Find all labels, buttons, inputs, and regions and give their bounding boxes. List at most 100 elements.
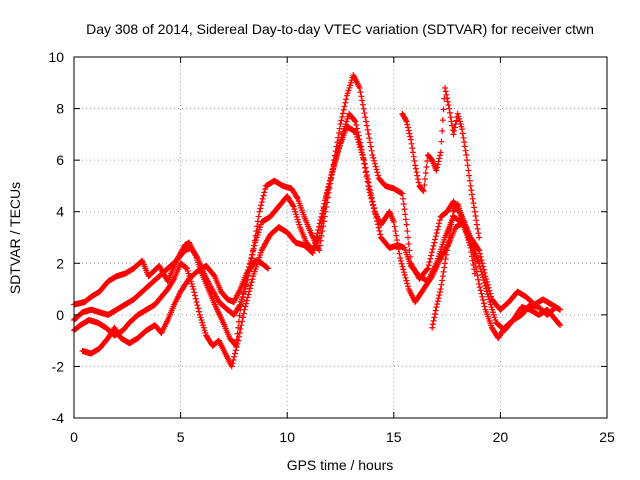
data-point-marker <box>366 183 373 190</box>
data-point-marker <box>329 169 336 176</box>
data-point-marker <box>480 297 487 304</box>
data-point-marker <box>412 165 419 172</box>
data-point-marker <box>250 245 257 252</box>
data-point-marker <box>460 134 467 141</box>
data-point-marker <box>314 230 321 237</box>
data-point-marker <box>407 136 414 143</box>
data-point-marker <box>371 204 378 211</box>
data-point-marker <box>233 344 240 351</box>
data-point-marker <box>242 303 249 310</box>
data-point-marker <box>322 194 329 201</box>
data-point-marker <box>434 226 441 233</box>
data-point-marker <box>228 363 235 370</box>
data-point-marker <box>478 268 485 275</box>
data-point-marker <box>435 295 442 302</box>
data-point-marker <box>444 95 451 102</box>
data-point-marker <box>430 242 437 249</box>
data-point-marker <box>397 257 404 264</box>
series-track-f <box>429 200 478 331</box>
data-point-marker <box>451 124 458 131</box>
data-point-marker <box>357 89 364 96</box>
data-point-marker <box>461 139 468 146</box>
data-point-marker <box>409 145 416 152</box>
data-point-marker <box>475 230 482 237</box>
data-point-marker <box>414 172 421 179</box>
data-point-marker <box>334 139 341 146</box>
data-point-marker <box>320 204 327 211</box>
data-point-marker <box>294 194 301 201</box>
data-point-marker <box>244 294 251 301</box>
data-point-marker <box>190 286 197 293</box>
data-point-marker <box>406 130 413 137</box>
data-point-marker <box>467 244 474 251</box>
data-point-marker <box>486 287 493 294</box>
x-tick-label: 20 <box>493 429 509 445</box>
data-point-marker <box>451 127 458 134</box>
data-point-marker <box>363 122 370 129</box>
data-point-marker <box>353 122 360 129</box>
data-point-marker <box>448 221 455 228</box>
data-point-marker <box>247 282 254 289</box>
data-point-marker <box>259 195 266 202</box>
data-point-marker <box>443 251 450 258</box>
data-point-marker <box>254 223 261 230</box>
data-point-marker <box>483 288 490 295</box>
data-point-marker <box>403 118 410 125</box>
data-point-marker <box>364 126 371 133</box>
data-point-marker <box>404 280 411 287</box>
data-point-marker <box>370 201 377 208</box>
data-point-marker <box>251 242 258 249</box>
data-point-marker <box>465 167 472 174</box>
data-point-marker <box>318 213 325 220</box>
data-point-marker <box>463 157 470 164</box>
grid-lines <box>74 57 607 418</box>
data-point-marker <box>365 131 372 138</box>
data-point-marker <box>368 194 375 201</box>
data-point-marker <box>479 271 486 278</box>
data-point-marker <box>404 228 411 235</box>
data-point-marker <box>239 318 246 325</box>
data-point-marker <box>400 266 407 273</box>
data-point-marker <box>399 263 406 270</box>
data-point-marker <box>466 172 473 179</box>
data-point-marker <box>257 205 264 212</box>
data-point-marker <box>405 240 412 247</box>
data-point-marker <box>319 210 326 217</box>
data-point-marker <box>249 251 256 258</box>
data-point-marker <box>356 84 363 91</box>
data-point-marker <box>393 232 400 239</box>
data-point-marker <box>433 167 440 174</box>
data-point-marker <box>363 168 370 175</box>
data-point-marker <box>260 192 267 199</box>
data-point-marker <box>432 233 439 240</box>
data-point-marker <box>342 99 349 106</box>
data-point-marker <box>369 198 376 205</box>
data-point-marker <box>468 187 475 194</box>
data-point-marker <box>485 284 492 291</box>
data-point-marker <box>422 176 429 183</box>
data-point-marker <box>249 276 256 283</box>
data-point-marker <box>335 130 342 137</box>
data-point-marker <box>391 223 398 230</box>
data-point-marker <box>468 191 475 198</box>
data-point-marker <box>447 225 454 232</box>
data-point-marker <box>438 138 445 145</box>
data-point-marker <box>327 174 334 181</box>
series-track-a <box>71 72 564 318</box>
data-point-marker <box>358 93 365 100</box>
data-point-marker <box>374 218 381 225</box>
data-point-marker <box>476 280 483 287</box>
data-point-marker <box>439 277 446 284</box>
data-point-marker <box>312 236 319 243</box>
data-point-marker <box>401 206 408 213</box>
data-point-marker <box>450 131 457 138</box>
data-point-marker <box>191 292 198 299</box>
y-tick-label: 4 <box>56 204 64 220</box>
data-point-marker <box>424 266 431 273</box>
data-point-marker <box>315 226 322 233</box>
data-point-marker <box>229 360 236 367</box>
data-point-marker <box>360 157 367 164</box>
data-point-marker <box>478 290 485 297</box>
data-point-marker <box>448 118 455 125</box>
data-point-marker <box>265 265 272 272</box>
